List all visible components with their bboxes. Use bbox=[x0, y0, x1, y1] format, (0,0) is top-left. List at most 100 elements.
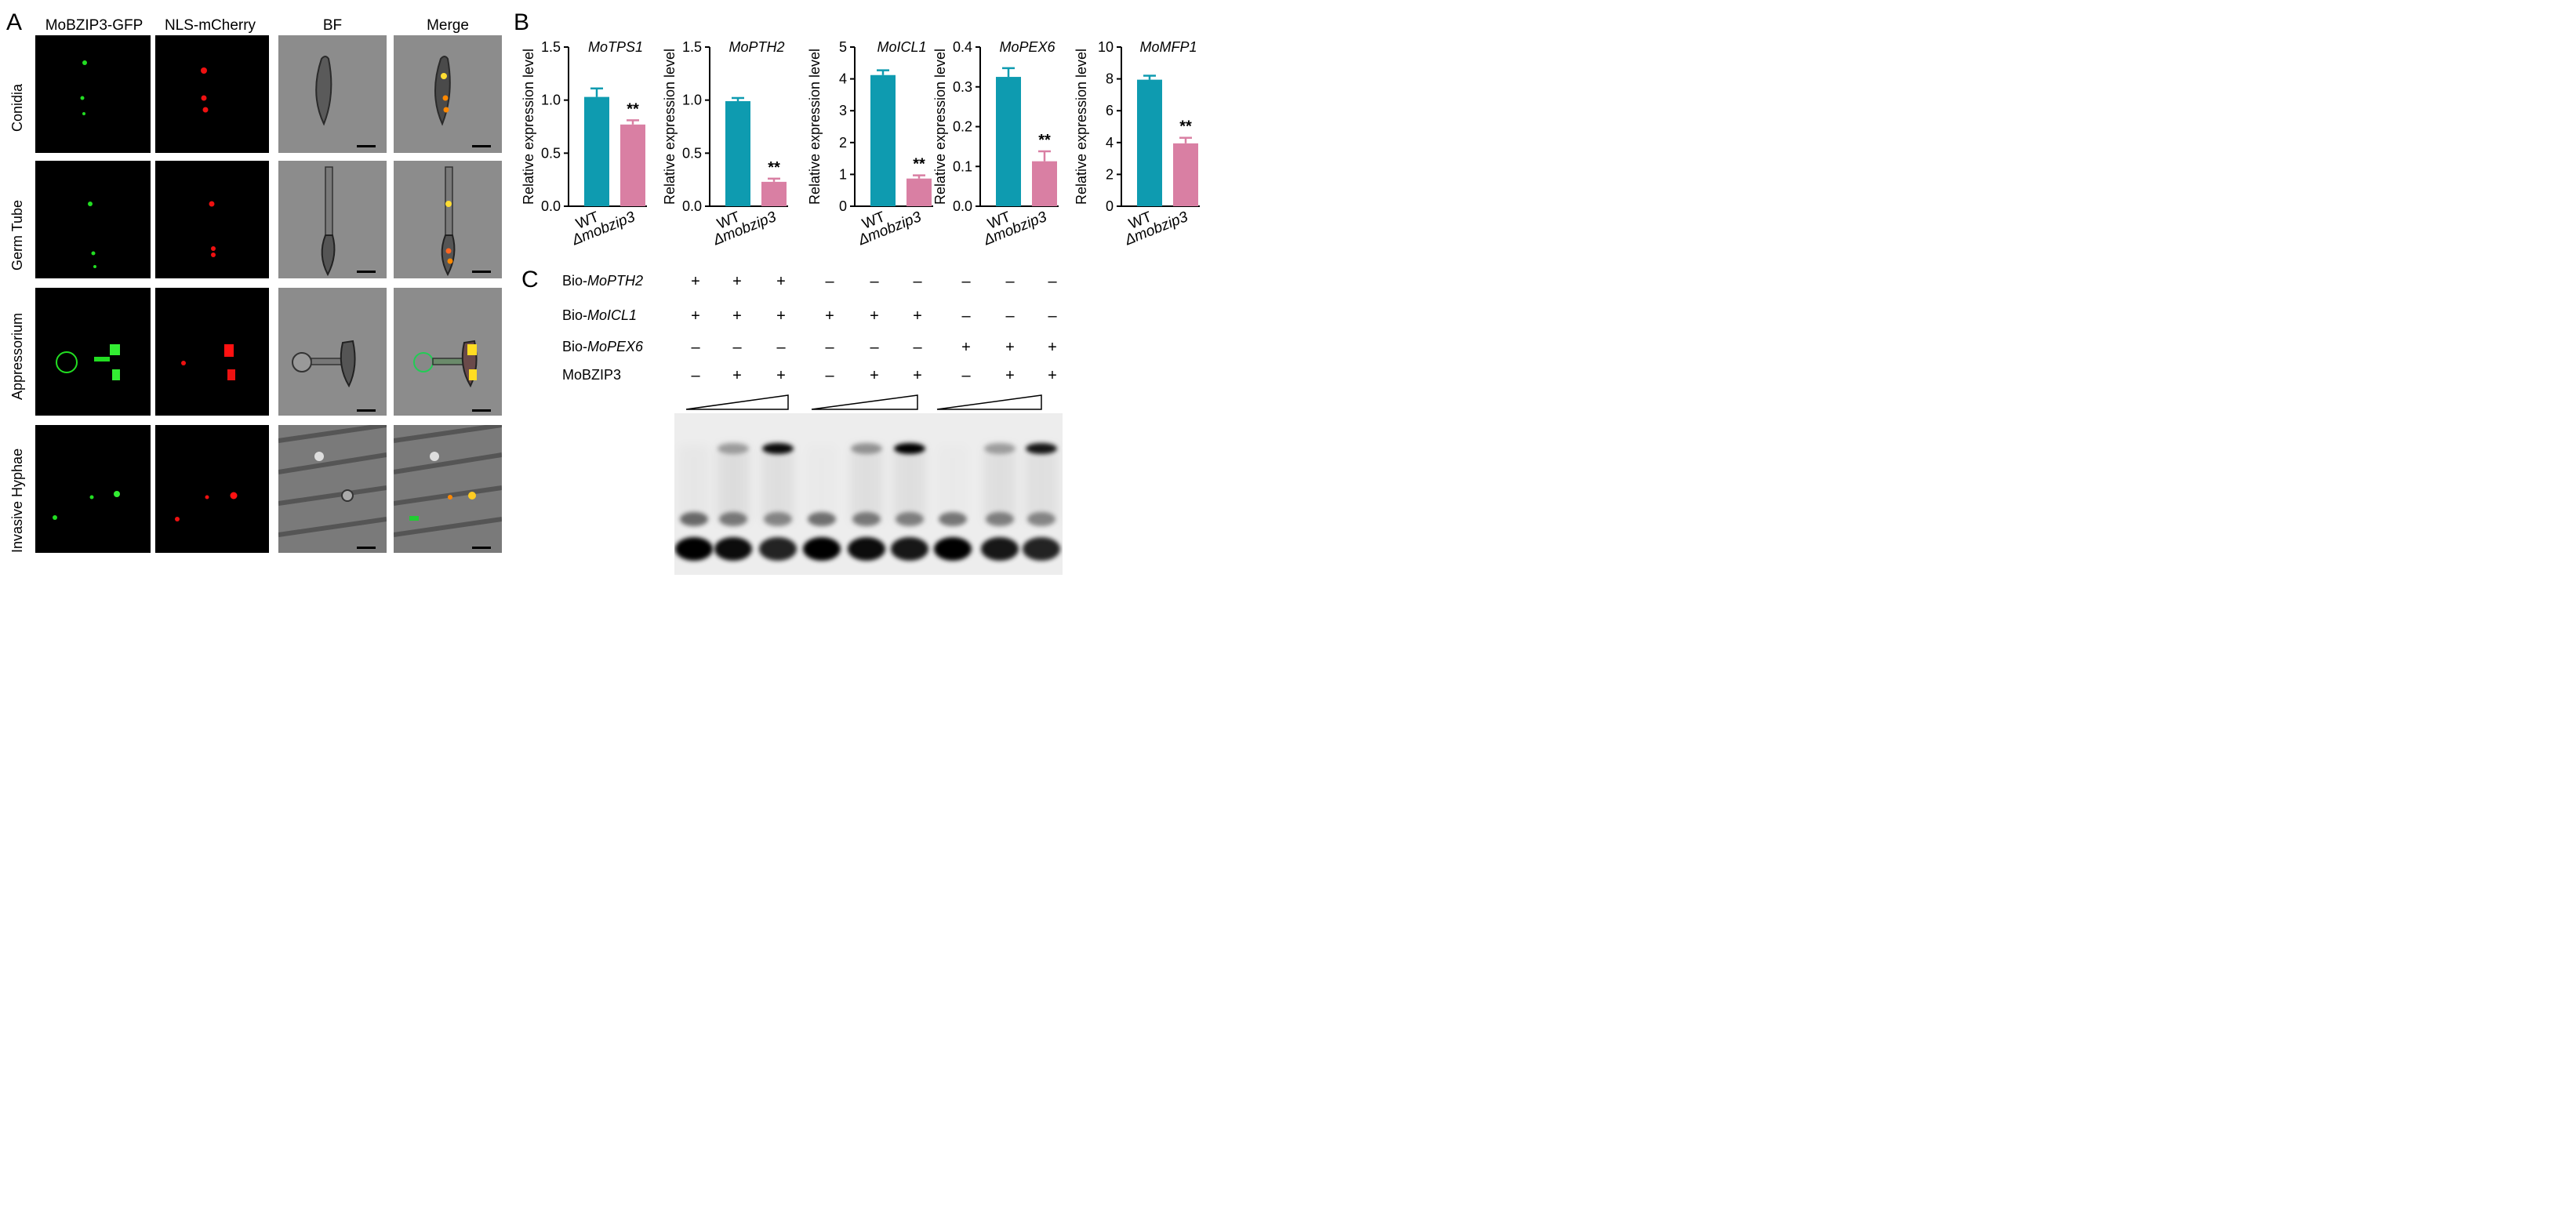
y-tick-label-mopex6: 0.0 bbox=[953, 198, 972, 214]
significance-motps1: ** bbox=[627, 100, 639, 118]
gel-sign: – bbox=[825, 273, 834, 290]
image-appressorium-merge bbox=[394, 288, 502, 416]
gel-sign: + bbox=[1048, 339, 1057, 356]
gel-lane bbox=[759, 443, 797, 561]
gel-sign: – bbox=[913, 273, 922, 290]
gel-sign: + bbox=[913, 307, 922, 325]
y-tick-label-motps1: 0.5 bbox=[541, 145, 561, 161]
image-germtube-mcherry bbox=[155, 161, 269, 278]
y-axis-label-mopex6: Relative expression level bbox=[932, 49, 948, 205]
image-germtube-bf bbox=[278, 161, 387, 278]
row-label-invasive-hyphae: Invasive Hyphae bbox=[9, 448, 25, 553]
significance-mopth2: ** bbox=[768, 159, 780, 176]
y-tick-label-moicl1: 2 bbox=[839, 135, 847, 151]
y-tick-label-moicl1: 3 bbox=[839, 103, 847, 118]
concentration-wedges bbox=[685, 394, 1042, 410]
y-tick-label-mopex6: 0.1 bbox=[953, 158, 972, 174]
y-tick-label-moicl1: 5 bbox=[839, 39, 847, 55]
y-tick-label-motps1: 1.5 bbox=[541, 39, 561, 55]
gel-sign: – bbox=[825, 367, 834, 384]
y-tick-label-momfp1: 6 bbox=[1106, 103, 1114, 118]
y-axis-label-moicl1: Relative expression level bbox=[807, 49, 823, 205]
y-tick-label-momfp1: 0 bbox=[1106, 198, 1114, 214]
image-germtube-merge bbox=[394, 161, 502, 278]
gel-sign: – bbox=[913, 339, 922, 356]
gel-lane bbox=[981, 443, 1019, 561]
panel-c-letter: C bbox=[521, 267, 539, 292]
image-invasive-bf bbox=[278, 425, 387, 553]
chart-title-mopex6: MoPEX6 bbox=[999, 39, 1055, 55]
gel-sign: – bbox=[1005, 273, 1015, 290]
bar-motps1-mutant bbox=[620, 124, 645, 206]
gel-sign: + bbox=[961, 339, 971, 356]
y-tick-label-mopex6: 0.3 bbox=[953, 79, 972, 95]
gel-sign: – bbox=[870, 273, 879, 290]
bar-momfp1-wt bbox=[1137, 79, 1162, 207]
gel-sign: – bbox=[1048, 307, 1057, 325]
y-tick-label-mopth2: 0.5 bbox=[682, 145, 702, 161]
image-invasive-mcherry bbox=[155, 425, 269, 553]
gel-sign: – bbox=[1048, 273, 1057, 290]
gel-sign: + bbox=[732, 307, 742, 325]
significance-mopex6: ** bbox=[1038, 132, 1051, 149]
gel-sign: + bbox=[1005, 339, 1015, 356]
y-tick-label-mopex6: 0.2 bbox=[953, 119, 972, 135]
y-tick-label-momfp1: 4 bbox=[1106, 135, 1114, 151]
gel-lane bbox=[848, 443, 885, 561]
gel-sign: + bbox=[776, 273, 786, 290]
gel-sign: + bbox=[732, 367, 742, 384]
bar-momfp1-mutant bbox=[1173, 143, 1198, 206]
column-header-merge: Merge bbox=[427, 17, 469, 34]
gel-sign: + bbox=[913, 367, 922, 384]
gel-lane bbox=[675, 512, 713, 561]
chart-title-momfp1: MoMFP1 bbox=[1139, 39, 1197, 55]
image-conidia-merge bbox=[394, 35, 502, 153]
gel-sign: + bbox=[691, 273, 700, 290]
y-tick-label-mopth2: 1.0 bbox=[682, 93, 702, 108]
gel-lane bbox=[1023, 443, 1060, 561]
column-header-bf: BF bbox=[322, 17, 343, 34]
y-tick-label-mopex6: 0.4 bbox=[953, 39, 972, 55]
y-tick-label-motps1: 1.0 bbox=[541, 93, 561, 108]
emsa-gel-image bbox=[674, 413, 1063, 575]
gel-sign: + bbox=[1005, 367, 1015, 384]
gel-sign: + bbox=[732, 273, 742, 290]
gel-sign: + bbox=[691, 307, 700, 325]
significance-momfp1: ** bbox=[1179, 118, 1192, 136]
y-axis-label-momfp1: Relative expression level bbox=[1074, 49, 1089, 205]
image-appressorium-mcherry bbox=[155, 288, 269, 416]
chart-title-moicl1: MoICL1 bbox=[877, 39, 926, 55]
gel-sign: – bbox=[691, 339, 700, 356]
panel-a-letter: A bbox=[6, 9, 23, 35]
column-header-mcherry: NLS-mCherry bbox=[164, 17, 256, 34]
gel-sign: – bbox=[825, 339, 834, 356]
bar-mopth2-wt bbox=[725, 101, 750, 206]
gel-sign: – bbox=[776, 339, 786, 356]
y-tick-label-motps1: 0.0 bbox=[541, 198, 561, 214]
image-appressorium-gfp bbox=[35, 288, 151, 416]
gel-sign: + bbox=[776, 367, 786, 384]
bar-motps1-wt bbox=[584, 96, 609, 207]
significance-moicl1: ** bbox=[913, 156, 925, 173]
gel-sign: – bbox=[732, 339, 742, 356]
row-label-appressorium: Appressorium bbox=[9, 312, 25, 400]
row-label-germ-tube: Germ Tube bbox=[9, 199, 25, 271]
y-axis-label-mopth2: Relative expression level bbox=[662, 49, 678, 205]
image-germtube-gfp bbox=[35, 161, 151, 278]
y-tick-label-momfp1: 10 bbox=[1098, 39, 1114, 55]
y-tick-label-moicl1: 1 bbox=[839, 166, 847, 182]
panel-b-letter: B bbox=[514, 9, 530, 35]
gel-sign: + bbox=[870, 307, 879, 325]
y-tick-label-moicl1: 0 bbox=[839, 198, 847, 214]
image-invasive-merge bbox=[394, 425, 502, 553]
gel-sign: + bbox=[776, 307, 786, 325]
bar-mopth2-mutant bbox=[761, 181, 787, 206]
gel-sign: + bbox=[825, 307, 834, 325]
gel-row-label-mobzip3: MoBZIP3 bbox=[562, 367, 622, 383]
bar-mopex6-wt bbox=[996, 77, 1021, 206]
image-conidia-bf bbox=[278, 35, 387, 153]
y-tick-label-momfp1: 8 bbox=[1106, 71, 1114, 87]
y-axis-label-motps1: Relative expression level bbox=[521, 49, 536, 205]
gel-lane bbox=[714, 443, 752, 561]
bar-mopex6-mutant bbox=[1032, 161, 1057, 206]
